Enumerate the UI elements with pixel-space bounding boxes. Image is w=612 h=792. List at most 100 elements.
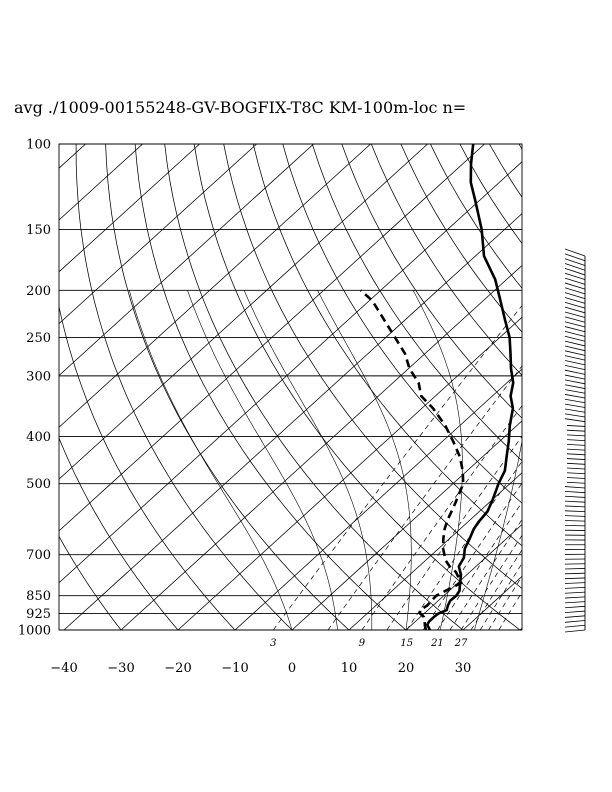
mixing-ratio-label: 15 bbox=[400, 638, 413, 649]
temperature-axis: −40 −30 −20 −10 0 10 20 30 bbox=[50, 661, 471, 676]
wind-barb bbox=[566, 443, 586, 446]
wind-barbs bbox=[564, 248, 586, 633]
wind-barb bbox=[564, 620, 586, 623]
wind-barb bbox=[564, 491, 586, 494]
dry-adiabat bbox=[549, 144, 612, 630]
wind-barb bbox=[564, 345, 586, 352]
mixing-ratio-label: 3 bbox=[270, 638, 276, 649]
isotherm bbox=[234, 368, 522, 630]
wind-barb bbox=[564, 601, 586, 604]
wind-barb bbox=[564, 394, 586, 399]
wind-barb bbox=[566, 448, 586, 451]
wind-barb bbox=[564, 605, 586, 609]
dry-adiabats bbox=[59, 144, 612, 630]
wind-barb bbox=[564, 360, 586, 366]
wind-barb bbox=[566, 477, 586, 479]
wind-barb bbox=[564, 277, 586, 285]
mixing-ratio-line bbox=[460, 534, 522, 630]
wind-barb bbox=[564, 374, 586, 380]
dry-adiabat bbox=[59, 304, 236, 630]
dry-adiabat bbox=[59, 535, 122, 630]
isotherm bbox=[348, 472, 522, 630]
wind-barb bbox=[564, 624, 586, 628]
wind-barb bbox=[564, 316, 586, 323]
moist-adiabat bbox=[129, 290, 293, 630]
wind-barb bbox=[564, 596, 586, 599]
mixing-ratio-line bbox=[449, 518, 522, 630]
wind-barb bbox=[564, 306, 586, 314]
wind-barb bbox=[566, 462, 586, 465]
dry-adiabat bbox=[341, 144, 522, 419]
pressure-label-250: 250 bbox=[26, 331, 51, 346]
mixing-ratio-line bbox=[437, 501, 522, 630]
wind-barb bbox=[566, 458, 586, 460]
isotherm bbox=[519, 627, 522, 630]
wind-barb bbox=[564, 301, 586, 309]
wind-barb bbox=[564, 369, 586, 375]
wind-barb bbox=[564, 403, 586, 408]
pressure-label-925: 925 bbox=[26, 607, 51, 622]
wind-barb bbox=[564, 258, 586, 266]
isotherm bbox=[59, 144, 371, 428]
wind-barb bbox=[566, 481, 586, 484]
mixing-ratio-labels: 3 9 15 21 27 bbox=[270, 638, 468, 649]
wind-barb bbox=[566, 472, 586, 475]
dry-adiabat bbox=[252, 144, 522, 547]
mixing-ratio-line bbox=[386, 435, 522, 630]
isotherm bbox=[177, 316, 522, 630]
wind-barb bbox=[564, 520, 586, 522]
wind-barb bbox=[564, 408, 586, 413]
dewpoint-line bbox=[359, 289, 465, 630]
wind-barb bbox=[564, 413, 586, 418]
dry-adiabat bbox=[75, 144, 293, 630]
isotherm bbox=[405, 524, 522, 630]
mixing-ratio-line bbox=[422, 482, 522, 630]
isotherms bbox=[0, 144, 522, 630]
wind-barb bbox=[564, 282, 586, 290]
wind-barb bbox=[564, 582, 586, 584]
wind-barb bbox=[564, 292, 586, 299]
wind-barb bbox=[564, 384, 586, 389]
pressure-label-500: 500 bbox=[26, 477, 51, 492]
moist-adiabats bbox=[129, 290, 522, 630]
temp-tick-label: −10 bbox=[221, 661, 248, 676]
dry-adiabat bbox=[282, 144, 522, 504]
isotherm bbox=[59, 144, 485, 532]
isotherm bbox=[63, 213, 522, 630]
pressure-label-400: 400 bbox=[26, 430, 51, 445]
wind-barb bbox=[566, 429, 586, 432]
dry-adiabat bbox=[59, 437, 179, 630]
wind-barb bbox=[564, 577, 586, 580]
plot-grid bbox=[58, 143, 523, 631]
wind-barb bbox=[564, 524, 586, 527]
mixing-ratio-label: 21 bbox=[430, 638, 444, 649]
temp-tick-label: 0 bbox=[288, 661, 296, 676]
wind-barb bbox=[566, 439, 586, 442]
wind-barb bbox=[564, 515, 586, 517]
isotherm bbox=[462, 575, 522, 630]
wind-barb bbox=[564, 379, 586, 385]
wind-barb bbox=[564, 500, 586, 503]
wind-barb bbox=[564, 248, 586, 257]
isotherm bbox=[59, 144, 428, 480]
wind-barb bbox=[564, 505, 586, 508]
pressure-label-300: 300 bbox=[26, 369, 51, 384]
wind-barb bbox=[564, 297, 586, 304]
profiles bbox=[359, 144, 515, 630]
temp-tick-label: −30 bbox=[107, 661, 134, 676]
wind-barb bbox=[564, 398, 586, 404]
wind-barb bbox=[564, 335, 586, 342]
moist-adiabat bbox=[187, 290, 338, 630]
wind-barb bbox=[564, 364, 586, 371]
isotherm bbox=[0, 144, 29, 630]
temp-tick-label: 10 bbox=[341, 661, 358, 676]
wind-barb bbox=[564, 615, 586, 618]
pressure-label-100: 100 bbox=[26, 138, 51, 153]
isotherm bbox=[59, 144, 200, 273]
mixing-ratio-line bbox=[479, 562, 522, 630]
temperature-line bbox=[425, 144, 515, 630]
wind-barb bbox=[564, 287, 586, 295]
dry-adiabat bbox=[193, 144, 521, 630]
isotherm bbox=[120, 264, 522, 630]
temp-tick-label: −40 bbox=[50, 661, 77, 676]
